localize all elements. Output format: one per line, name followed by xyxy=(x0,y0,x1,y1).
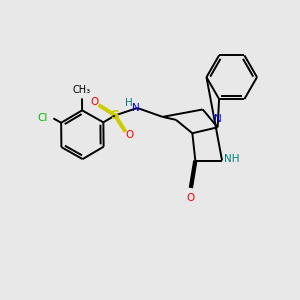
Text: S: S xyxy=(111,109,120,122)
Text: H: H xyxy=(125,98,133,108)
Text: O: O xyxy=(186,193,194,203)
Text: O: O xyxy=(126,130,134,140)
Text: N: N xyxy=(132,103,140,113)
Text: CH₃: CH₃ xyxy=(73,85,91,94)
Text: NH: NH xyxy=(224,154,239,164)
Text: Cl: Cl xyxy=(37,113,47,123)
Text: N: N xyxy=(214,114,221,124)
Text: O: O xyxy=(90,97,98,107)
